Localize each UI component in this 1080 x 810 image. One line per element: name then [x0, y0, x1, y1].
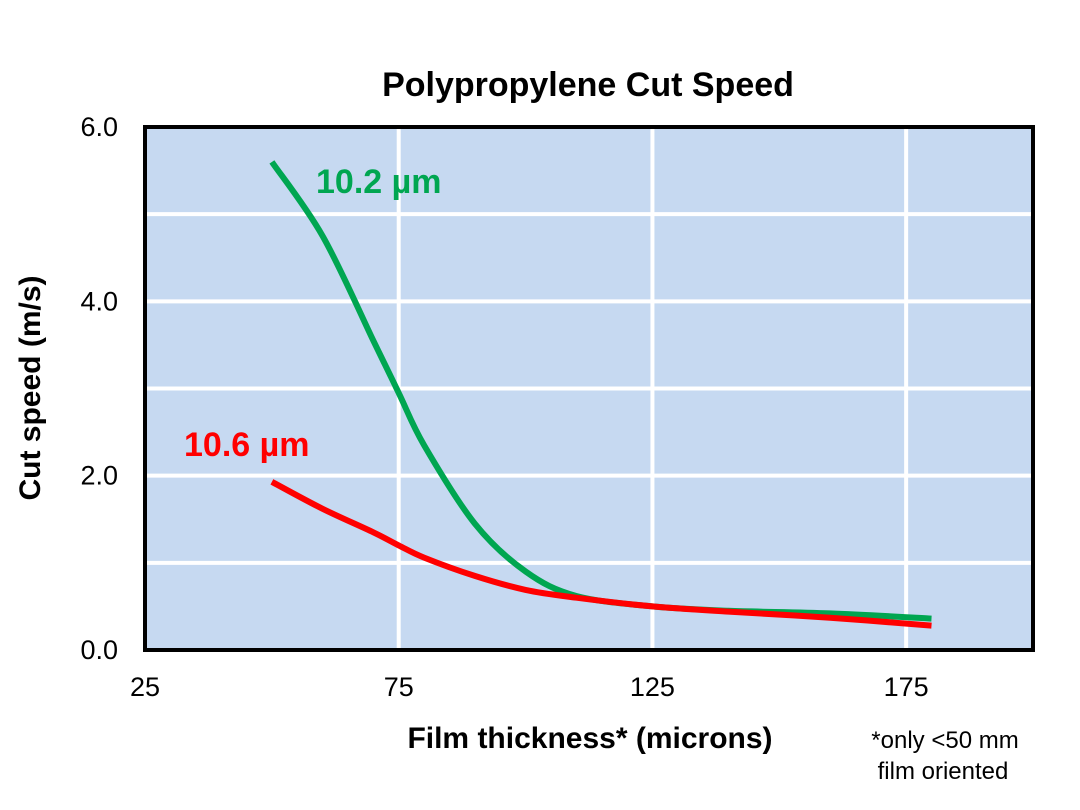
footnote-line-1: *only <50 mm — [871, 727, 1018, 754]
x-tick-label: 175 — [884, 672, 929, 702]
y-axis-label: Cut speed (m/s) — [14, 275, 47, 500]
x-axis-label: Film thickness* (microns) — [407, 722, 772, 755]
y-tick-label: 2.0 — [80, 461, 118, 491]
series-label-1: 10.6 µm — [184, 426, 309, 464]
y-tick-label: 6.0 — [80, 112, 118, 142]
y-tick-label: 0.0 — [80, 635, 118, 665]
plot-border — [143, 125, 1035, 652]
x-tick-label: 25 — [130, 672, 160, 702]
series-line-1 — [270, 479, 932, 629]
y-tick-label: 4.0 — [80, 286, 118, 316]
series-label-0: 10.2 µm — [316, 163, 441, 201]
chart-title: Polypropylene Cut Speed — [382, 66, 794, 104]
x-tick-label: 75 — [384, 672, 414, 702]
x-tick-label: 125 — [630, 672, 675, 702]
footnote-line-2: film oriented — [878, 758, 1009, 785]
